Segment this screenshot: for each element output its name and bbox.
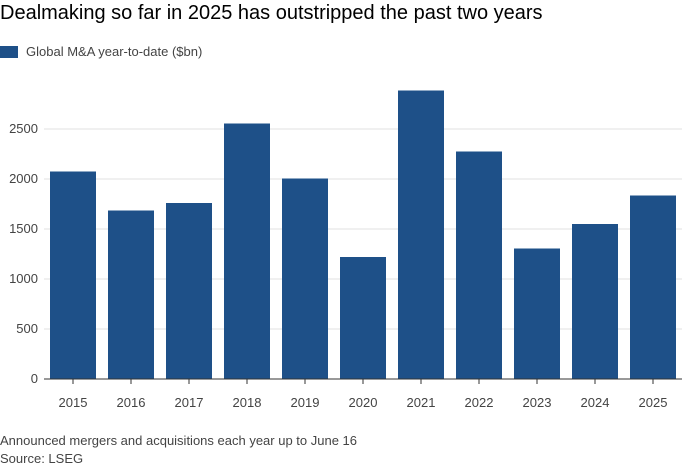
x-tick-label: 2020 [349, 395, 378, 410]
bar [108, 210, 154, 379]
x-tick-label: 2017 [175, 395, 204, 410]
x-tick-label: 2019 [291, 395, 320, 410]
bar [282, 178, 328, 379]
legend-swatch [0, 45, 18, 58]
bar [572, 224, 618, 379]
bar [50, 171, 96, 379]
x-tick-label: 2015 [59, 395, 88, 410]
y-tick-label: 500 [16, 321, 38, 336]
x-tick-label: 2016 [117, 395, 146, 410]
chart-source: Source: LSEG [0, 451, 84, 466]
bar [224, 123, 270, 379]
y-tick-label: 1000 [9, 271, 38, 286]
bar [398, 90, 444, 379]
y-tick-label: 1500 [9, 221, 38, 236]
bar [456, 151, 502, 379]
chart-legend: Global M&A year-to-date ($bn) [0, 44, 202, 59]
bar [340, 257, 386, 379]
x-tick-label: 2022 [465, 395, 494, 410]
bar [514, 248, 560, 379]
y-tick-label: 2500 [9, 121, 38, 136]
x-tick-label: 2024 [581, 395, 610, 410]
y-tick-label: 2000 [9, 171, 38, 186]
x-tick-label: 2025 [639, 395, 668, 410]
chart-note: Announced mergers and acquisitions each … [0, 433, 358, 448]
x-tick-label: 2021 [407, 395, 436, 410]
chart-title: Dealmaking so far in 2025 has outstrippe… [0, 2, 543, 24]
x-tick-label: 2018 [233, 395, 262, 410]
bar-chart: 0 500 1000 1500 2000 2500 2015 2016 2017 2018 2019… [9, 90, 682, 410]
legend-label: Global M&A year-to-date ($bn) [26, 44, 203, 59]
bar [166, 203, 212, 379]
bar [630, 195, 676, 379]
y-tick-label: 0 [31, 371, 38, 386]
x-tick-label: 2023 [523, 395, 552, 410]
